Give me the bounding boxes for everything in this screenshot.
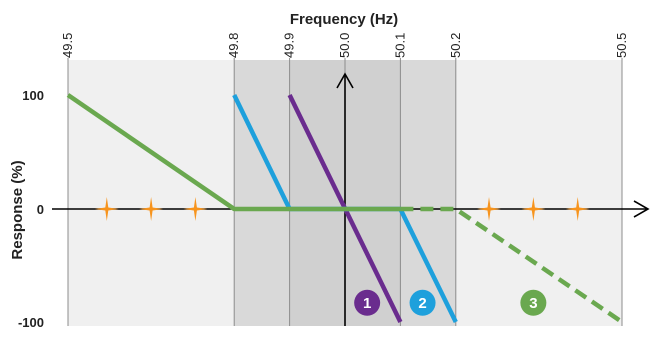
x-axis-title: Frequency (Hz) [290, 11, 398, 28]
series-badges: 1 2 3 [354, 289, 547, 316]
y-axis-title: Response (%) [9, 160, 26, 259]
y-tick--100: -100 [18, 315, 44, 330]
series-2-badge [409, 289, 436, 316]
x-tick-50.2: 50.2 [448, 33, 463, 58]
series-1-badge-label: 1 [363, 295, 371, 312]
star-marker [94, 197, 119, 221]
x-tick-50.1: 50.1 [392, 33, 407, 58]
y-tick-0: 0 [37, 202, 44, 217]
series-2-badge-label: 2 [418, 295, 426, 312]
series-3-line [66, 93, 401, 212]
x-tick-49.9: 49.9 [282, 33, 297, 58]
series-1-badge [354, 289, 381, 316]
star-marker [565, 197, 590, 221]
star-marker [521, 197, 546, 221]
star-marker [139, 197, 164, 221]
series-3-dashed-line [400, 206, 624, 324]
x-tick-labels: 49.5 49.8 49.9 50.0 50.1 50.2 50.5 [60, 33, 629, 58]
x-tick-50.0: 50.0 [337, 33, 352, 58]
star-markers [94, 197, 590, 221]
x-axis-arrow [633, 200, 650, 218]
series-3-badge [520, 289, 547, 316]
y-tick-100: 100 [22, 88, 44, 103]
series-3-badge-label: 3 [529, 295, 537, 312]
y-tick-labels: 100 0 -100 [18, 88, 44, 330]
star-marker [183, 197, 208, 221]
star-marker [477, 197, 501, 221]
y-axis-arrow [336, 72, 354, 89]
series-lines [66, 93, 624, 324]
x-tick-50.5: 50.5 [614, 33, 629, 58]
x-tick-49.5: 49.5 [60, 33, 75, 58]
x-tick-49.8: 49.8 [226, 33, 241, 58]
